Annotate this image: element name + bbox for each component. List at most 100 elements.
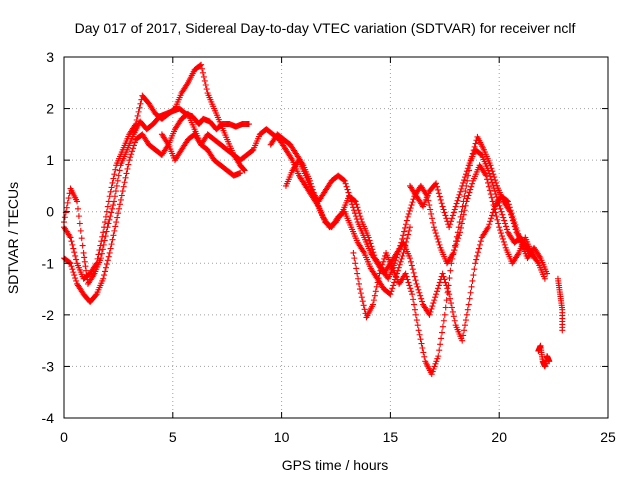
data-point: [416, 289, 423, 296]
data-point: [112, 223, 119, 230]
data-point: [341, 177, 348, 184]
data-point: [434, 235, 441, 242]
data-point: [463, 311, 470, 318]
data-point: [459, 337, 466, 344]
data-point: [404, 235, 411, 242]
data-point: [442, 304, 449, 311]
data-point: [101, 237, 108, 244]
data-point: [404, 213, 411, 220]
data-series-6: [282, 157, 551, 344]
data-point: [441, 209, 448, 216]
data-point: [432, 294, 439, 301]
data-point: [467, 186, 474, 193]
data-point: [109, 179, 116, 186]
data-point: [389, 285, 396, 292]
data-point: [499, 235, 506, 242]
data-point: [429, 215, 436, 222]
data-point: [449, 255, 456, 262]
data-point: [349, 201, 356, 208]
data-point: [429, 303, 436, 310]
data-point: [436, 193, 443, 200]
data-point: [447, 295, 454, 302]
data-series-10: [554, 275, 566, 334]
data-point: [410, 269, 417, 276]
data-point: [488, 176, 495, 183]
data-point: [388, 288, 395, 295]
data-point: [489, 212, 496, 219]
data-point: [116, 205, 123, 212]
data-series-2: [61, 61, 248, 282]
data-point: [407, 285, 414, 292]
data-point: [461, 327, 468, 334]
data-point: [460, 179, 467, 186]
data-point: [559, 327, 566, 334]
data-point: [444, 289, 451, 296]
data-point: [104, 257, 111, 264]
y-tick-label: -2: [42, 307, 55, 323]
data-point: [108, 209, 115, 216]
data-point: [406, 255, 413, 262]
data-point: [433, 180, 440, 187]
data-point: [66, 259, 73, 266]
data-point: [402, 224, 409, 231]
data-point: [395, 264, 402, 271]
data-point: [433, 291, 440, 298]
y-tick-label: -1: [42, 255, 55, 271]
data-point: [97, 242, 104, 249]
data-point: [469, 277, 476, 284]
data-point: [490, 171, 497, 178]
data-point: [436, 279, 443, 286]
data-point: [397, 258, 404, 265]
data-point: [489, 182, 496, 189]
data-point: [74, 205, 81, 212]
data-point: [417, 292, 424, 299]
data-point: [485, 224, 492, 231]
data-point: [453, 233, 460, 240]
data-point: [96, 247, 103, 254]
data-point: [461, 177, 468, 184]
data-point: [82, 263, 89, 270]
data-point: [435, 190, 442, 197]
data-point: [69, 266, 76, 273]
data-point: [486, 170, 493, 177]
data-point: [418, 295, 425, 302]
data-point: [100, 241, 107, 248]
data-point: [99, 233, 106, 240]
data-point: [348, 198, 355, 205]
data-point: [245, 121, 252, 128]
data-point: [475, 245, 482, 252]
data-point: [95, 251, 102, 258]
data-point: [199, 65, 206, 72]
data-point: [434, 355, 441, 362]
data-point: [446, 275, 453, 282]
data-point: [472, 140, 479, 147]
data-point: [464, 306, 471, 313]
data-point: [406, 282, 413, 289]
x-tick-label: 25: [600, 429, 616, 445]
data-point: [372, 288, 379, 295]
data-point: [458, 185, 465, 192]
data-point: [431, 363, 438, 370]
data-point: [79, 242, 86, 249]
data-series-9: [535, 342, 553, 370]
data-point: [483, 172, 490, 179]
data-point: [366, 237, 373, 244]
y-tick-label: 0: [46, 204, 54, 220]
data-point: [492, 191, 499, 198]
data-point: [356, 286, 363, 293]
data-point: [101, 224, 108, 231]
data-point: [469, 180, 476, 187]
data-point: [475, 249, 482, 256]
data-point: [464, 195, 471, 202]
data-point: [83, 267, 90, 274]
data-point: [352, 213, 359, 220]
data-point: [502, 220, 509, 227]
data-point: [468, 183, 475, 190]
data-point: [438, 335, 445, 342]
data-point: [402, 270, 409, 277]
data-point: [450, 209, 457, 216]
data-point: [103, 228, 110, 235]
data-point: [106, 249, 113, 256]
y-axis-label: SDTVAR / TECUs: [5, 182, 21, 294]
data-point: [119, 188, 126, 195]
